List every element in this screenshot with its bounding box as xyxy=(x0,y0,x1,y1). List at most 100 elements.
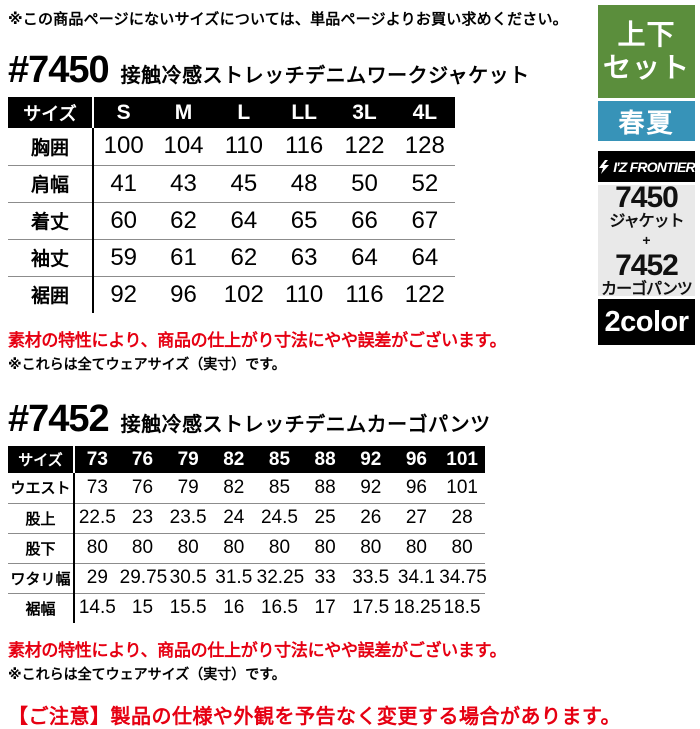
size-value-cell: 79 xyxy=(177,476,199,498)
size-value-cell: 80 xyxy=(165,532,211,563)
top-note: ※この商品ページにないサイズについては、単品ページよりお買い求めください。 xyxy=(8,11,568,28)
size-table-corner-cell: サイズ xyxy=(8,446,75,473)
size-table-row: 胸囲 100 104 110 116 122 128 xyxy=(8,128,455,165)
size-value-cell: 60 xyxy=(93,201,154,239)
size-column-header: 73 xyxy=(86,448,108,470)
size-value-cell: 101 xyxy=(446,476,478,498)
brand-mark-icon xyxy=(598,159,610,174)
size-value-cell: 16.5 xyxy=(256,592,303,623)
brand-logo-bar: I'Z FRONTIER xyxy=(598,151,696,182)
size-value-cell: 25 xyxy=(302,502,348,533)
size-value-cell: 30.5 xyxy=(165,562,211,593)
size-value-cell: 80 xyxy=(439,532,485,563)
plus-sign: + xyxy=(642,232,651,249)
size-value-cell: 33.5 xyxy=(347,562,394,593)
bundle-item-top: ジャケット xyxy=(609,213,684,231)
size-value-cell: 23.5 xyxy=(165,502,211,533)
size-value-cell: 15.5 xyxy=(165,592,211,623)
size-value-cell: 62 xyxy=(213,238,274,276)
size-value-cell: 102 xyxy=(213,275,274,313)
size-table-row: ウエスト 73 76 79 82 85 88 92 96 101 xyxy=(8,473,485,503)
size-value-cell: 65 xyxy=(273,201,335,239)
size-value-cell: 16 xyxy=(210,592,257,623)
size-value-cell: 73 xyxy=(86,476,108,498)
row-label-cell: 肩幅 xyxy=(8,164,94,202)
size-value-cell: 62 xyxy=(153,201,214,239)
size-column-header: 4L xyxy=(412,100,438,124)
size-value-cell: 34.1 xyxy=(393,562,440,593)
size-value-cell: 80 xyxy=(210,532,257,563)
size-value-cell: 116 xyxy=(285,132,324,160)
size-value-cell: 85 xyxy=(268,476,291,498)
size-value-cell: 15 xyxy=(119,592,166,623)
size-value-cell: 64 xyxy=(213,201,274,239)
size-column-header: 96 xyxy=(405,448,427,470)
product-heading-7450: #7450 接触冷感ストレッチデニムワークジャケット xyxy=(8,51,598,89)
size-value-cell: 28 xyxy=(439,502,485,533)
size-value-cell: 122 xyxy=(344,132,385,160)
size-table-row: 股下 80 80 80 80 80 80 80 80 80 xyxy=(8,532,485,563)
size-value-cell: 29.75 xyxy=(119,562,167,593)
size-value-cell: 48 xyxy=(273,164,335,202)
size-value-cell: 50 xyxy=(334,164,395,202)
size-table-row: 裾囲 92 96 102 110 116 122 xyxy=(8,275,455,313)
size-column-header: M xyxy=(174,100,193,124)
size-column-header: 82 xyxy=(223,448,245,470)
brand-logo-text: I'Z FRONTIER xyxy=(613,158,695,175)
size-column-header: 3L xyxy=(352,100,377,124)
size-value-cell: 88 xyxy=(314,476,336,498)
size-value-cell: 18.5 xyxy=(439,592,485,623)
size-value-cell: 29 xyxy=(74,562,120,593)
size-value-cell: 76 xyxy=(131,476,154,498)
size-value-cell: 80 xyxy=(74,532,120,563)
row-label-cell: 股下 xyxy=(8,532,75,563)
wear-size-note-2: ※これらは全てウェアサイズ（実寸）です。 xyxy=(8,666,286,682)
size-value-cell: 80 xyxy=(256,532,303,563)
product-name-7450: 接触冷感ストレッチデニムワークジャケット xyxy=(120,65,530,87)
size-value-cell: 122 xyxy=(394,275,455,313)
size-value-cell: 24 xyxy=(210,502,257,533)
size-value-cell: 61 xyxy=(153,238,214,276)
size-value-cell: 33 xyxy=(302,562,348,593)
row-label-cell: ウエスト xyxy=(8,473,75,503)
size-value-cell: 18.25 xyxy=(393,592,441,623)
size-value-cell: 17.5 xyxy=(347,592,394,623)
size-value-cell: 66 xyxy=(334,201,395,239)
size-table-row: ワタリ幅 29 29.75 30.5 31.5 32.25 33 33.5 34.1 34.75 xyxy=(8,562,487,593)
bundle-code-top: 7450 xyxy=(615,180,679,214)
size-value-cell: 45 xyxy=(213,164,274,202)
size-table-row: 股上 22.5 23 23.5 24 24.5 25 26 27 28 xyxy=(8,502,485,533)
size-value-cell: 24.5 xyxy=(256,502,303,533)
size-value-cell: 31.5 xyxy=(210,562,257,593)
size-value-cell: 96 xyxy=(405,476,427,498)
size-value-cell: 110 xyxy=(224,132,263,160)
size-value-cell: 14.5 xyxy=(74,592,120,623)
product-size-info-page: ※この商品ページにないサイズについては、単品ページよりお買い求めください。 #7… xyxy=(8,5,696,728)
size-value-cell: 26 xyxy=(347,502,394,533)
size-value-cell: 41 xyxy=(93,164,154,202)
size-column-header: S xyxy=(116,100,131,124)
size-column-header: 76 xyxy=(131,448,154,470)
tolerance-note-red-2: 素材の特性により、商品の仕上がり寸法にやや誤差がございます。 xyxy=(8,641,507,660)
product-code-7452: #7452 xyxy=(8,398,110,440)
size-value-cell: 67 xyxy=(394,201,455,239)
size-table-row: 袖丈 59 61 62 63 64 64 xyxy=(8,238,455,276)
bundle-box: 7450 ジャケット + 7452 カーゴパンツ xyxy=(598,180,695,299)
row-label-cell: 胸囲 xyxy=(8,128,94,165)
size-value-cell: 32.25 xyxy=(256,562,304,593)
size-value-cell: 43 xyxy=(153,164,214,202)
size-value-cell: 92 xyxy=(93,275,154,313)
wear-size-note-1: ※これらは全てウェアサイズ（実寸）です。 xyxy=(8,356,286,372)
caution-notice: 【ご注意】製品の仕様や外観を予告なく変更する場合があります。 xyxy=(8,706,621,728)
set-badge-line1: 上下 xyxy=(617,19,676,51)
size-value-cell: 52 xyxy=(394,164,455,202)
size-table-row: 着丈 60 62 64 65 66 67 xyxy=(8,201,455,239)
bundle-item-bottom: カーゴパンツ xyxy=(601,281,693,299)
size-table-row: 肩幅 41 43 45 48 50 52 xyxy=(8,164,455,202)
size-table-pants: サイズ 73 76 79 82 85 88 92 96 101 ウエスト 73 76 79 82 85 88 92… xyxy=(8,446,487,623)
size-value-cell: 80 xyxy=(393,532,440,563)
row-label-cell: 袖丈 xyxy=(8,238,94,276)
size-table-row: 裾幅 14.5 15 15.5 16 16.5 17 17.5 18.25 18.5 xyxy=(8,592,485,623)
size-value-cell: 104 xyxy=(163,132,204,160)
row-label-cell: 着丈 xyxy=(8,201,94,239)
